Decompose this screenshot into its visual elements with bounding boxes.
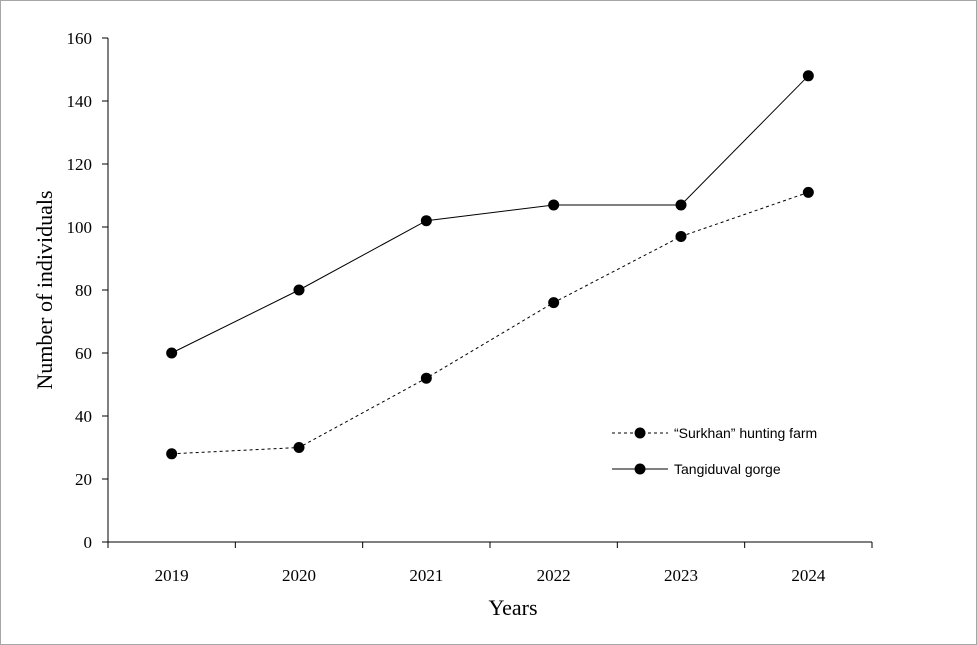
x-ticks: 2019 2020 2021 2022 2023 2024	[107, 542, 873, 585]
data-point	[548, 297, 560, 309]
data-point	[675, 230, 687, 242]
x-tick-label: 2019	[155, 566, 189, 585]
data-point	[293, 284, 305, 296]
y-tick-label: 120	[67, 155, 93, 174]
y-ticks: 0 20 40 60 80 100 120 140 160	[67, 29, 108, 552]
series-line	[171, 191, 809, 455]
y-tick-label: 0	[84, 533, 93, 552]
data-point	[420, 372, 432, 384]
y-axis-label: Number of individuals	[32, 190, 57, 389]
data-point	[293, 442, 305, 453]
x-tick-label: 2022	[537, 566, 571, 585]
y-tick-label: 100	[67, 218, 93, 237]
data-point	[675, 199, 687, 211]
x-tick-label: 2024	[791, 566, 826, 585]
x-tick-label: 2020	[282, 566, 316, 585]
data-point	[166, 448, 178, 460]
y-tick-label: 160	[67, 29, 93, 48]
y-tick-label: 80	[75, 281, 92, 300]
y-tick-label: 40	[75, 407, 92, 426]
data-point	[802, 70, 814, 82]
y-tick-label: 20	[75, 470, 92, 489]
x-tick-label: 2021	[409, 566, 443, 585]
legend-item-tangiduval: Tangiduval gorge	[612, 461, 781, 477]
x-tick-label: 2023	[664, 566, 698, 585]
series-layer	[166, 70, 814, 460]
series-1	[166, 70, 814, 359]
legend: “Surkhan” hunting farm Tangiduval gorge	[612, 425, 817, 477]
legend-marker-tangiduval	[634, 463, 646, 475]
series-0	[166, 186, 814, 460]
legend-label-surkhan: “Surkhan” hunting farm	[674, 425, 817, 441]
data-point	[802, 186, 814, 198]
legend-item-surkhan: “Surkhan” hunting farm	[612, 425, 817, 441]
x-axis-label: Years	[488, 595, 537, 620]
y-tick-label: 60	[75, 344, 92, 363]
data-point	[166, 347, 178, 359]
data-point	[420, 215, 432, 227]
data-point	[548, 199, 560, 211]
series-line	[171, 75, 809, 354]
legend-marker-surkhan	[634, 427, 646, 439]
y-tick-label: 140	[67, 92, 93, 111]
legend-label-tangiduval: Tangiduval gorge	[674, 461, 781, 477]
